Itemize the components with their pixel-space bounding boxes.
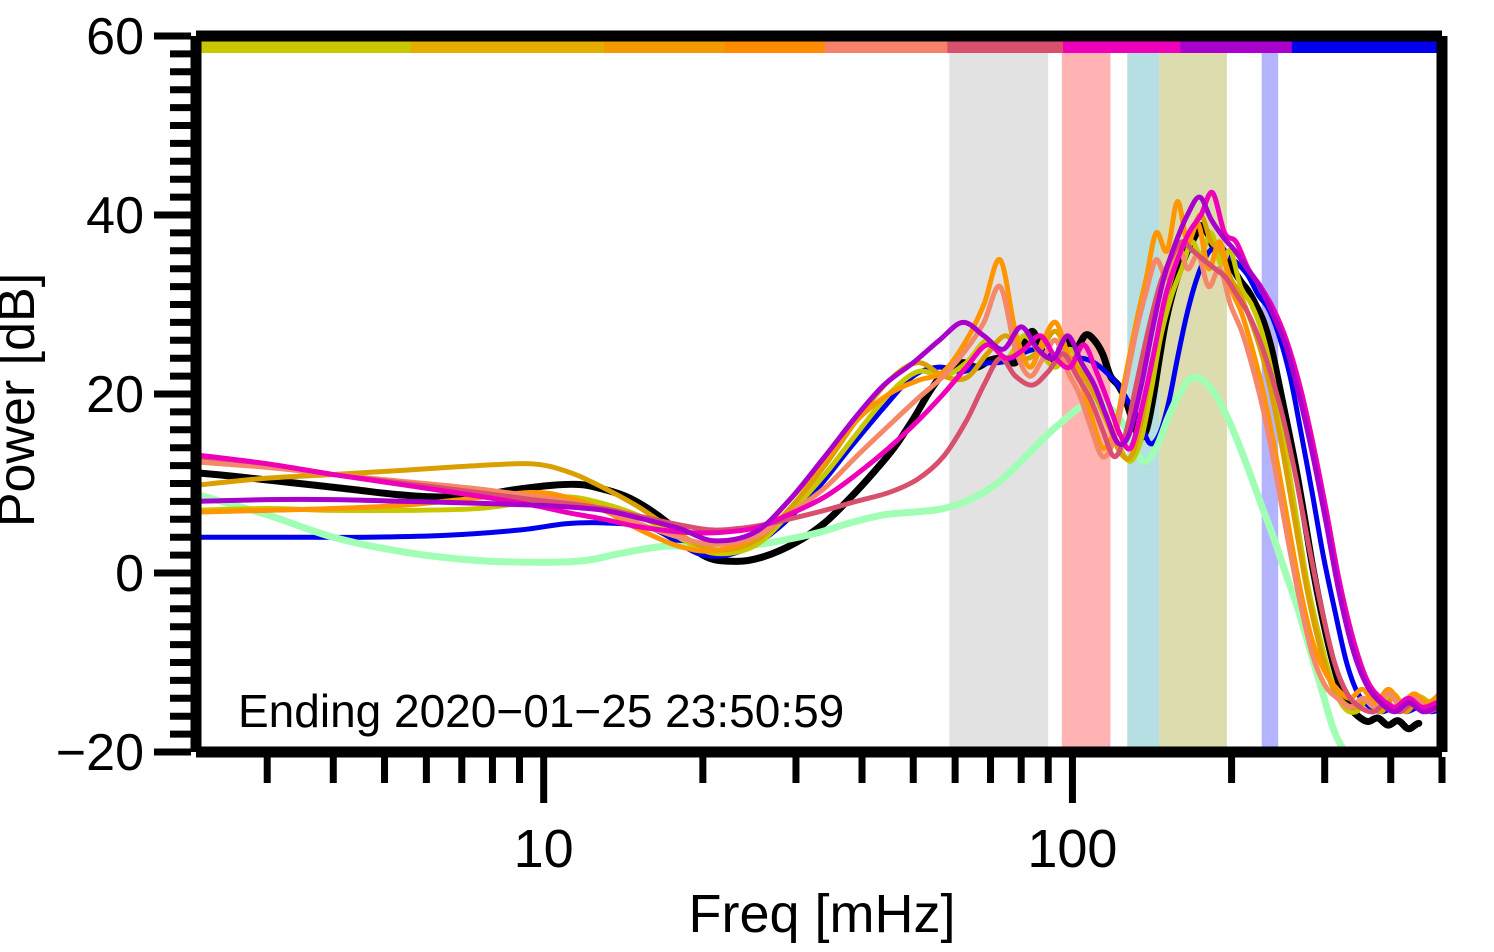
series-group xyxy=(196,189,1442,752)
y-tick-label: 0 xyxy=(115,545,144,603)
x-tick-label: 100 xyxy=(1027,819,1117,879)
y-tick-label: 60 xyxy=(86,8,144,66)
x-axis-title: Freq [mHz] xyxy=(688,884,955,944)
plot-annotation: Ending 2020−01−25 23:50:59 xyxy=(238,685,844,737)
colorbar-segment-2 xyxy=(603,38,726,53)
colorbar-group xyxy=(196,38,1443,53)
colorbar-segment-1 xyxy=(410,38,605,53)
colorbar-segment-7 xyxy=(1180,38,1293,53)
colorbar-segment-5 xyxy=(947,38,1065,53)
shaded-bands-group xyxy=(949,48,1279,752)
colorbar-segment-8 xyxy=(1291,38,1443,53)
colorbar-segment-6 xyxy=(1063,38,1182,53)
x-tick-label: 10 xyxy=(514,819,574,879)
series-line-trace-7 xyxy=(196,239,1442,715)
axes-group: −20 0 20 40 60 10 100 xyxy=(56,8,1448,879)
series-line-trace-6 xyxy=(196,239,1442,710)
series-line-trace-8 xyxy=(196,189,1439,710)
y-tick-label: 40 xyxy=(86,187,144,245)
y-tick-label: −20 xyxy=(56,724,144,782)
colorbar-segment-4 xyxy=(824,38,949,53)
y-tick-label: 20 xyxy=(86,366,144,424)
y-axis-title: Power [dB] xyxy=(0,273,46,527)
series-line-trace-9 xyxy=(196,194,1440,715)
band-periwinkle xyxy=(1261,48,1279,752)
colorbar-segment-3 xyxy=(724,38,826,53)
band-gray xyxy=(949,48,1049,752)
colorbar-segment-0 xyxy=(196,38,412,53)
